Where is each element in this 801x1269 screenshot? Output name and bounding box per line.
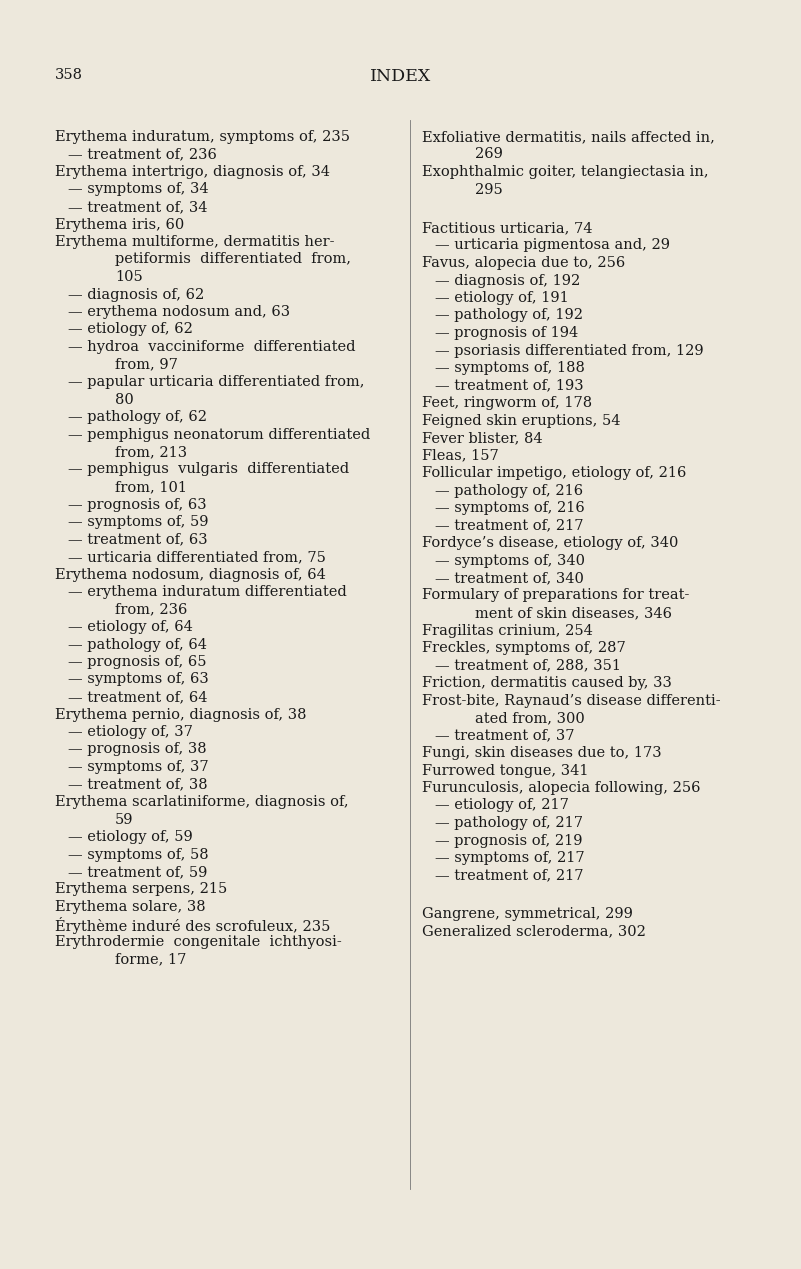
Text: — papular urticaria differentiated from,: — papular urticaria differentiated from, [68, 376, 364, 390]
Text: from, 236: from, 236 [115, 603, 187, 617]
Text: — symptoms of, 63: — symptoms of, 63 [68, 673, 209, 687]
Text: Fragilitas crinium, 254: Fragilitas crinium, 254 [422, 623, 593, 637]
Text: Erythema scarlatiniforme, diagnosis of,: Erythema scarlatiniforme, diagnosis of, [55, 794, 348, 810]
Text: Erythema intertrigo, diagnosis of, 34: Erythema intertrigo, diagnosis of, 34 [55, 165, 330, 179]
Text: Exophthalmic goiter, telangiectasia in,: Exophthalmic goiter, telangiectasia in, [422, 165, 709, 179]
Text: — etiology of, 59: — etiology of, 59 [68, 830, 193, 844]
Text: Erythema nodosum, diagnosis of, 64: Erythema nodosum, diagnosis of, 64 [55, 567, 326, 581]
Text: Gangrene, symmetrical, 299: Gangrene, symmetrical, 299 [422, 907, 633, 921]
Text: Favus, alopecia due to, 256: Favus, alopecia due to, 256 [422, 256, 626, 270]
Text: 295: 295 [475, 183, 503, 197]
Text: Erythema iris, 60: Erythema iris, 60 [55, 217, 184, 231]
Text: — treatment of, 217: — treatment of, 217 [435, 868, 583, 882]
Text: — pathology of, 216: — pathology of, 216 [435, 483, 583, 497]
Text: from, 101: from, 101 [115, 480, 187, 494]
Text: — etiology of, 62: — etiology of, 62 [68, 322, 193, 336]
Text: — etiology of, 217: — etiology of, 217 [435, 798, 569, 812]
Text: — etiology of, 37: — etiology of, 37 [68, 725, 193, 739]
Text: — prognosis of, 219: — prognosis of, 219 [435, 834, 582, 848]
Text: ated from, 300: ated from, 300 [475, 711, 585, 725]
Text: — symptoms of, 34: — symptoms of, 34 [68, 183, 208, 197]
Text: 358: 358 [55, 69, 83, 82]
Text: ment of skin diseases, 346: ment of skin diseases, 346 [475, 607, 672, 621]
Text: — symptoms of, 216: — symptoms of, 216 [435, 501, 585, 515]
Text: — treatment of, 59: — treatment of, 59 [68, 865, 207, 879]
Text: — symptoms of, 340: — symptoms of, 340 [435, 553, 585, 567]
Text: Exfoliative dermatitis, nails affected in,: Exfoliative dermatitis, nails affected i… [422, 129, 714, 143]
Text: Furunculosis, alopecia following, 256: Furunculosis, alopecia following, 256 [422, 780, 701, 794]
Text: — pathology of, 192: — pathology of, 192 [435, 308, 583, 322]
Text: Erythema pernio, diagnosis of, 38: Erythema pernio, diagnosis of, 38 [55, 708, 307, 722]
Text: — treatment of, 340: — treatment of, 340 [435, 571, 584, 585]
Text: Generalized scleroderma, 302: Generalized scleroderma, 302 [422, 925, 646, 939]
Text: Fungi, skin diseases due to, 173: Fungi, skin diseases due to, 173 [422, 746, 662, 760]
Text: 105: 105 [115, 270, 143, 284]
Text: 269: 269 [475, 147, 503, 161]
Text: forme, 17: forme, 17 [115, 953, 187, 967]
Text: — etiology of, 191: — etiology of, 191 [435, 291, 569, 305]
Text: Fordyce’s disease, etiology of, 340: Fordyce’s disease, etiology of, 340 [422, 536, 678, 549]
Text: — etiology of, 64: — etiology of, 64 [68, 621, 193, 634]
Text: from, 97: from, 97 [115, 358, 178, 372]
Text: — prognosis of, 65: — prognosis of, 65 [68, 655, 207, 669]
Text: — diagnosis of, 62: — diagnosis of, 62 [68, 288, 204, 302]
Text: — urticaria differentiated from, 75: — urticaria differentiated from, 75 [68, 549, 326, 563]
Text: — treatment of, 63: — treatment of, 63 [68, 533, 207, 547]
Text: — pathology of, 217: — pathology of, 217 [435, 816, 583, 830]
Text: — treatment of, 38: — treatment of, 38 [68, 778, 207, 792]
Text: Friction, dermatitis caused by, 33: Friction, dermatitis caused by, 33 [422, 676, 672, 690]
Text: Érythème induré des scrofuleux, 235: Érythème induré des scrofuleux, 235 [55, 917, 330, 934]
Text: — symptoms of, 217: — symptoms of, 217 [435, 851, 585, 865]
Text: Erythrodermie  congenitale  ichthyosi-: Erythrodermie congenitale ichthyosi- [55, 935, 342, 949]
Text: Erythema serpens, 215: Erythema serpens, 215 [55, 882, 227, 896]
Text: — diagnosis of, 192: — diagnosis of, 192 [435, 274, 580, 288]
Text: — treatment of, 34: — treatment of, 34 [68, 201, 207, 214]
Text: — symptoms of, 59: — symptoms of, 59 [68, 515, 208, 529]
Text: Fever blister, 84: Fever blister, 84 [422, 431, 542, 445]
Text: Feet, ringworm of, 178: Feet, ringworm of, 178 [422, 396, 592, 410]
Text: — treatment of, 37: — treatment of, 37 [435, 728, 574, 742]
Text: INDEX: INDEX [370, 69, 431, 85]
Text: — pathology of, 62: — pathology of, 62 [68, 410, 207, 424]
Text: — symptoms of, 37: — symptoms of, 37 [68, 760, 208, 774]
Text: from, 213: from, 213 [115, 445, 187, 459]
Text: — hydroa  vacciniforme  differentiated: — hydroa vacciniforme differentiated [68, 340, 356, 354]
Text: Fleas, 157: Fleas, 157 [422, 448, 499, 462]
Text: Formulary of preparations for treat-: Formulary of preparations for treat- [422, 589, 690, 603]
Text: Follicular impetigo, etiology of, 216: Follicular impetigo, etiology of, 216 [422, 466, 686, 480]
Text: Erythema induratum, symptoms of, 235: Erythema induratum, symptoms of, 235 [55, 129, 350, 143]
Text: Freckles, symptoms of, 287: Freckles, symptoms of, 287 [422, 641, 626, 655]
Text: — prognosis of 194: — prognosis of 194 [435, 326, 578, 340]
Text: Feigned skin eruptions, 54: Feigned skin eruptions, 54 [422, 414, 621, 428]
Text: — pemphigus  vulgaris  differentiated: — pemphigus vulgaris differentiated [68, 462, 349, 476]
Text: 80: 80 [115, 392, 134, 406]
Text: Furrowed tongue, 341: Furrowed tongue, 341 [422, 764, 589, 778]
Text: — treatment of, 288, 351: — treatment of, 288, 351 [435, 659, 621, 673]
Text: — symptoms of, 58: — symptoms of, 58 [68, 848, 208, 862]
Text: — pathology of, 64: — pathology of, 64 [68, 637, 207, 651]
Text: Erythema multiforme, dermatitis her-: Erythema multiforme, dermatitis her- [55, 235, 335, 249]
Text: — urticaria pigmentosa and, 29: — urticaria pigmentosa and, 29 [435, 239, 670, 253]
Text: — prognosis of, 63: — prognosis of, 63 [68, 497, 207, 511]
Text: petiformis  differentiated  from,: petiformis differentiated from, [115, 253, 351, 266]
Text: Frost-bite, Raynaud’s disease differenti-: Frost-bite, Raynaud’s disease differenti… [422, 693, 721, 708]
Text: — treatment of, 193: — treatment of, 193 [435, 378, 584, 392]
Text: — prognosis of, 38: — prognosis of, 38 [68, 742, 207, 756]
Text: — treatment of, 217: — treatment of, 217 [435, 519, 583, 533]
Text: — treatment of, 64: — treatment of, 64 [68, 690, 207, 704]
Text: Erythema solare, 38: Erythema solare, 38 [55, 900, 206, 914]
Text: Factitious urticaria, 74: Factitious urticaria, 74 [422, 221, 593, 235]
Text: — erythema induratum differentiated: — erythema induratum differentiated [68, 585, 347, 599]
Text: 59: 59 [115, 812, 134, 826]
Text: — psoriasis differentiated from, 129: — psoriasis differentiated from, 129 [435, 344, 703, 358]
Text: — erythema nodosum and, 63: — erythema nodosum and, 63 [68, 305, 290, 319]
Text: — treatment of, 236: — treatment of, 236 [68, 147, 217, 161]
Text: — pemphigus neonatorum differentiated: — pemphigus neonatorum differentiated [68, 428, 370, 442]
Text: — symptoms of, 188: — symptoms of, 188 [435, 360, 585, 376]
